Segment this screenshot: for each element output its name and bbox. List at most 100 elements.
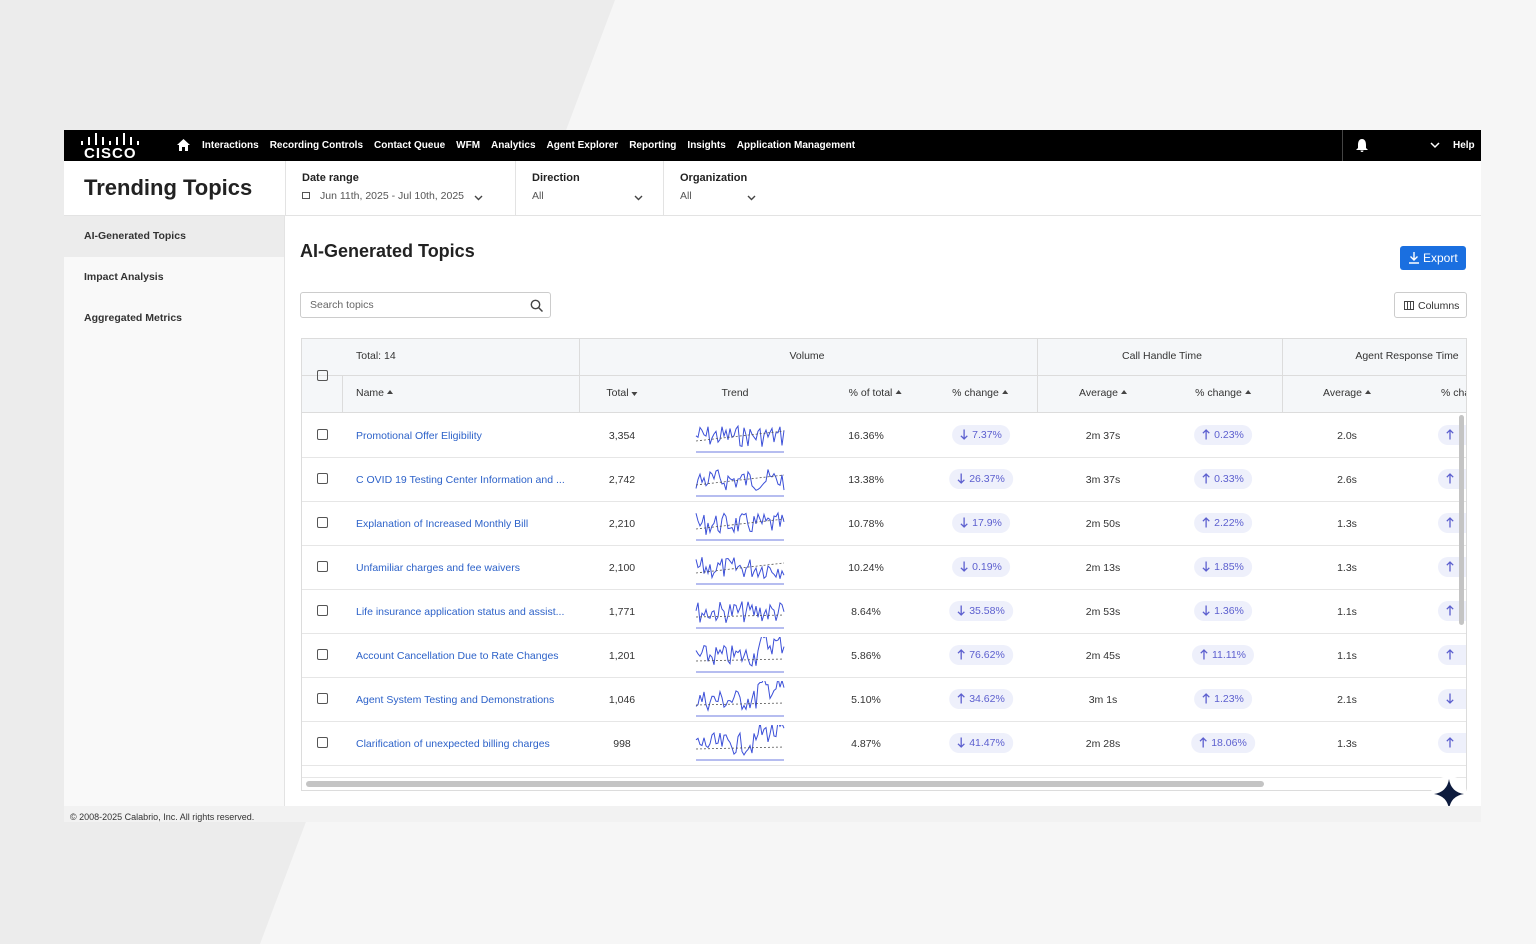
- response-time-average: 1.3s: [1337, 518, 1357, 530]
- percent-of-total: 4.87%: [851, 738, 881, 750]
- column-header[interactable]: % change: [1441, 387, 1466, 399]
- filter[interactable]: Date range Jun 11th, 2025 - Jul 10th, 202…: [285, 161, 499, 215]
- sidebar-item[interactable]: Impact Analysis: [84, 271, 164, 283]
- arrow-down: [957, 473, 965, 484]
- total: 1,046: [608, 694, 636, 706]
- topic-name[interactable]: Clarification of unexpected billing char…: [356, 738, 550, 750]
- column-header[interactable]: % change: [952, 387, 1008, 399]
- change-value: 76.62%: [969, 649, 1005, 661]
- checkbox[interactable]: [317, 649, 328, 660]
- sparkline: [695, 637, 785, 673]
- response-time-average: 2.6s: [1337, 474, 1357, 486]
- checkbox[interactable]: [317, 429, 328, 440]
- change-pill: 1.36%: [1194, 601, 1252, 621]
- divider: [302, 721, 1466, 722]
- arrow-up: [1446, 605, 1454, 616]
- change-pill: [1438, 645, 1466, 665]
- arrow-down: [957, 737, 965, 748]
- percent-of-total: 10.24%: [848, 562, 884, 574]
- bell-icon[interactable]: [1356, 139, 1368, 152]
- sparkline: [695, 469, 785, 497]
- change-pill: 0.23%: [1194, 425, 1252, 445]
- change-pill: 34.62%: [949, 689, 1013, 709]
- nav-item[interactable]: Recording Controls: [269, 140, 364, 151]
- divider: [302, 777, 1466, 778]
- filter[interactable]: Organization All: [663, 161, 772, 215]
- checkbox[interactable]: [317, 517, 328, 528]
- columns-button[interactable]: Columns: [1394, 292, 1467, 318]
- filter[interactable]: Direction All: [515, 161, 663, 215]
- change-value: 34.62%: [969, 693, 1005, 705]
- arrow-up: [1446, 429, 1454, 440]
- help-link[interactable]: Help: [1453, 140, 1475, 151]
- total: 1,201: [608, 650, 636, 662]
- filter-value: All: [680, 190, 756, 202]
- arrow-up: [1202, 473, 1210, 484]
- change-pill: 1.23%: [1194, 689, 1252, 709]
- column-header[interactable]: % of total: [849, 387, 902, 399]
- search-placeholder: Search topics: [310, 299, 374, 311]
- total-count: Total: 14: [356, 350, 396, 362]
- sidebar-item[interactable]: AI-Generated Topics: [64, 216, 284, 257]
- checkbox[interactable]: [317, 693, 328, 704]
- logo[interactable]: CISCO: [84, 145, 137, 162]
- checkbox[interactable]: [317, 370, 328, 381]
- divider: [302, 375, 1466, 376]
- topic-name[interactable]: Account Cancellation Due to Rate Changes: [356, 650, 559, 662]
- nav-item[interactable]: Reporting: [629, 140, 677, 151]
- page-title: Trending Topics: [84, 175, 253, 200]
- chevron: [474, 195, 483, 201]
- divider: [342, 375, 343, 412]
- column-header[interactable]: Total: [606, 387, 637, 399]
- percent-of-total: 10.78%: [848, 518, 884, 530]
- sidebar-item[interactable]: Aggregated Metrics: [84, 312, 183, 324]
- nav-item[interactable]: Insights: [687, 140, 726, 151]
- arrow-up: [1446, 737, 1454, 748]
- chevron[interactable]: [1430, 142, 1440, 149]
- column-header[interactable]: Name: [356, 387, 393, 399]
- scrollbar-vertical: [1459, 415, 1464, 625]
- topic-name[interactable]: Unfamiliar charges and fee waivers: [356, 562, 520, 574]
- handle-time-average: 2m 28s: [1085, 738, 1121, 750]
- change-value: 1.36%: [1214, 605, 1244, 617]
- topic-name[interactable]: Agent System Testing and Demonstrations: [356, 694, 555, 706]
- chevron: [634, 195, 643, 201]
- checkbox[interactable]: [317, 605, 328, 616]
- column-header[interactable]: Average: [1323, 387, 1371, 399]
- total: 1,771: [608, 606, 636, 618]
- sparkline: [695, 601, 785, 629]
- search-input[interactable]: Search topics: [300, 292, 551, 318]
- column-header[interactable]: Average: [1079, 387, 1127, 399]
- nav-item[interactable]: Interactions: [202, 140, 259, 151]
- topic-name[interactable]: Promotional Offer Eligibility: [356, 430, 482, 442]
- divider: [1342, 130, 1343, 161]
- nav-item[interactable]: Analytics: [491, 140, 536, 151]
- nav-item[interactable]: Agent Explorer: [546, 140, 619, 151]
- change-value: 2.22%: [1214, 517, 1244, 529]
- topic-name[interactable]: Life insurance application status and as…: [356, 606, 565, 618]
- change-value: 41.47%: [969, 737, 1005, 749]
- nav-item[interactable]: WFM: [456, 140, 481, 151]
- arrow-up: [957, 693, 965, 704]
- handle-time-average: 3m 1s: [1088, 694, 1118, 706]
- checkbox[interactable]: [317, 737, 328, 748]
- total: 998: [613, 738, 631, 750]
- change-value: 11.11%: [1211, 649, 1247, 661]
- topics-table: Total: 14 Volume Call Handle Time Agent Res…: [301, 338, 1467, 791]
- topic-name[interactable]: C OVID 19 Testing Center Information and…: [356, 474, 565, 486]
- change-value: 0.19%: [972, 561, 1002, 573]
- export-button[interactable]: Export: [1400, 246, 1466, 270]
- checkbox[interactable]: [317, 473, 328, 484]
- column-header[interactable]: % change: [1195, 387, 1251, 399]
- nav-item[interactable]: Application Management: [736, 140, 856, 151]
- change-pill: 0.19%: [952, 557, 1010, 577]
- assistant-icon[interactable]: [1430, 775, 1468, 813]
- topic-name[interactable]: Explanation of Increased Monthly Bill: [356, 518, 529, 530]
- divider: [302, 412, 1466, 413]
- filter-text: All: [680, 190, 692, 202]
- home-icon[interactable]: [177, 139, 190, 151]
- nav-item[interactable]: Contact Queue: [374, 140, 446, 151]
- checkbox[interactable]: [317, 561, 328, 572]
- change-pill: 0.33%: [1194, 469, 1252, 489]
- change-pill: 18.06%: [1191, 733, 1255, 753]
